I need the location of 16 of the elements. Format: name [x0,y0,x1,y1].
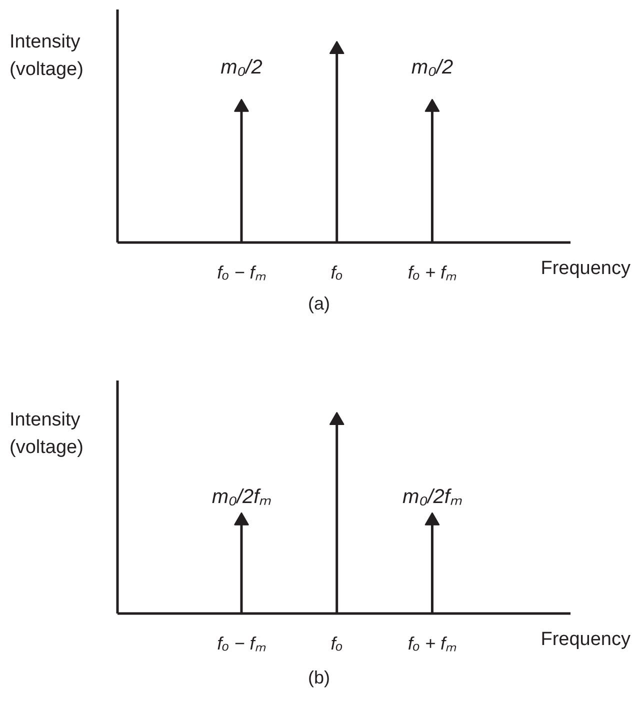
y-axis-title: Intensity (voltage) [10,410,84,458]
x-tick-label: fₒ − fₘ [217,262,266,282]
x-tick-label: fₒ + fₘ [408,634,457,654]
x-tick-label: fₒ [330,262,343,282]
annotation: m₀/2fₘ [402,486,462,508]
y-axis-title: Intensity (voltage) [10,32,84,80]
annotation: m₀/2 [220,56,262,78]
annotation: m₀/2fₘ [212,486,272,508]
x-tick-label: fₒ − fₘ [217,634,266,654]
x-tick-label: fₒ [330,634,343,654]
x-axis-title: Frequency [540,258,631,279]
text: (b) [308,668,330,688]
annotation: m₀/2 [411,56,454,78]
x-tick-label: fₒ + fₘ [408,262,457,282]
text: (a) [308,294,330,314]
x-axis-title: Frequency [540,629,631,650]
